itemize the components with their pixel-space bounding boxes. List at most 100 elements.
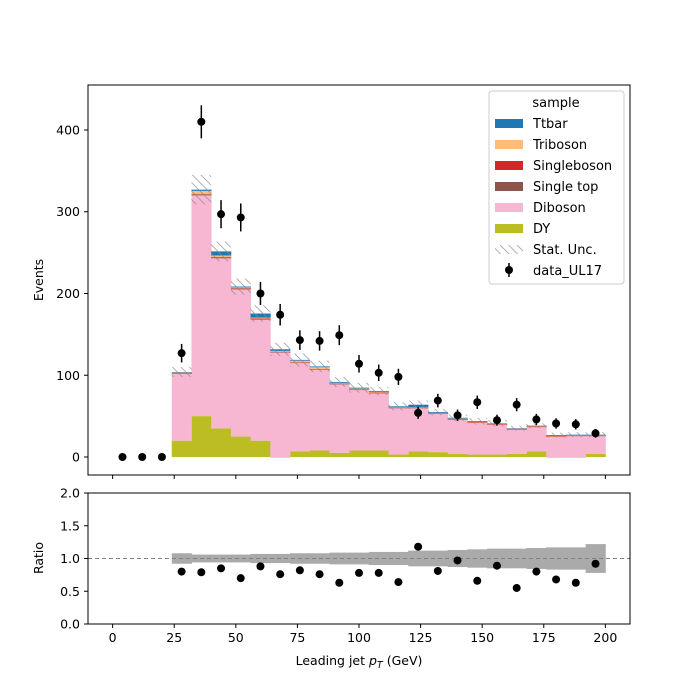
data-point <box>492 416 501 425</box>
legend-label: data_UL17 <box>533 264 602 279</box>
data-point <box>256 289 265 298</box>
bar-diboson <box>388 407 409 455</box>
data-point <box>138 453 147 462</box>
bar-dy <box>388 454 409 458</box>
bar-dy <box>585 453 606 458</box>
main-ytick-label: 0 <box>72 450 80 465</box>
stat-unc-band <box>329 377 350 387</box>
legend: sample Ttbar Triboson Singleboson Single to… <box>488 90 625 285</box>
data-point <box>197 117 206 126</box>
data-point <box>118 453 127 462</box>
legend-label: Stat. Unc. <box>533 243 597 258</box>
bar-dy <box>427 452 449 458</box>
bar-dy <box>546 457 567 458</box>
ratio-xtick-label: 150 <box>470 630 494 645</box>
legend-title: sample <box>532 96 579 111</box>
data-point <box>532 415 541 424</box>
legend-swatch <box>495 161 523 170</box>
bar-diboson <box>427 413 449 453</box>
data-point <box>512 400 521 409</box>
ratio-point <box>552 575 561 584</box>
ratio-unc-band <box>329 552 350 565</box>
data-point <box>295 336 304 345</box>
bar-diboson <box>447 419 468 454</box>
stat-unc-band <box>427 408 448 416</box>
bar-diboson <box>467 422 488 455</box>
bar-dy <box>467 454 488 458</box>
main-ytick-label: 300 <box>56 204 80 219</box>
bar-dy <box>565 457 587 458</box>
data-point <box>473 398 482 407</box>
legend-swatch <box>495 119 523 128</box>
ratio-point <box>433 566 442 575</box>
stat-unc-band <box>250 305 271 322</box>
ratio-point <box>492 561 501 570</box>
bar-diboson <box>250 319 271 441</box>
ratio-xtick-label: 175 <box>532 630 556 645</box>
ratio-xtick-label: 100 <box>347 630 371 645</box>
ratio-point <box>355 568 363 577</box>
ratio-unc-band <box>250 553 271 564</box>
legend-swatch <box>495 224 523 233</box>
data-point <box>315 336 324 345</box>
stat-unc-band <box>211 241 231 262</box>
ratio-xtick-label: 75 <box>289 630 305 645</box>
bar-diboson <box>171 373 192 441</box>
ratio-point <box>571 578 580 587</box>
stat-unc-band <box>349 382 369 393</box>
data-point <box>335 331 344 340</box>
bar-diboson <box>270 352 291 458</box>
data-point <box>414 408 423 417</box>
ratio-point <box>236 574 245 583</box>
main-plot: 0 100 200 300 400 Events sample Ttbar Triboso… <box>31 84 631 479</box>
ratio-point <box>256 562 265 571</box>
ratio-unc-band <box>349 552 370 565</box>
ratio-point <box>276 570 285 579</box>
data-point <box>355 359 363 368</box>
bar-dy <box>211 428 232 458</box>
data-point <box>217 210 226 219</box>
ratio-xlabel: Leading jet pT (GeV) <box>296 653 423 671</box>
bar-dy <box>230 436 251 458</box>
ratio-xtick-label: 0 <box>109 630 117 645</box>
ratio-ytick-label: 0.0 <box>60 617 80 632</box>
main-ytick-label: 200 <box>56 286 80 301</box>
main-ytick-label: 100 <box>56 368 80 383</box>
bar-dy <box>506 453 527 458</box>
bar-diboson <box>349 389 370 451</box>
ratio-unc-band <box>546 547 567 570</box>
ratio-unc-band <box>565 547 587 570</box>
ratio-ytick-label: 2.0 <box>60 486 80 501</box>
stat-unc-band <box>408 400 428 409</box>
bar-diboson <box>290 362 311 452</box>
stat-unc-band <box>368 386 389 396</box>
stat-unc-band <box>290 353 310 367</box>
bar-dy <box>250 440 271 458</box>
stat-unc-band <box>388 402 409 411</box>
legend-label: Diboson <box>533 201 586 216</box>
ratio-ytick-label: 1.5 <box>60 518 80 533</box>
legend-swatch <box>495 245 523 254</box>
bar-diboson <box>565 435 587 458</box>
bar-dy <box>171 440 192 458</box>
legend-label: Ttbar <box>532 117 568 132</box>
legend-swatch <box>495 203 523 212</box>
stat-unc-band <box>546 432 566 438</box>
ratio-ylabel: Ratio <box>31 542 46 574</box>
legend-label: Singleboson <box>533 159 612 174</box>
bar-dy <box>270 457 291 458</box>
bar-diboson <box>526 426 547 452</box>
stat-unc-band <box>171 367 192 377</box>
data-point <box>236 213 245 222</box>
ratio-xtick-label: 25 <box>166 630 182 645</box>
bar-dy <box>329 452 350 458</box>
ratio-point <box>295 566 304 575</box>
data-point <box>177 349 186 358</box>
ratio-point <box>453 556 462 565</box>
stat-unc-band <box>565 432 586 438</box>
bar-diboson <box>546 436 567 458</box>
legend-swatch <box>495 140 523 149</box>
legend-frame <box>488 90 625 285</box>
bar-diboson <box>191 195 212 417</box>
ratio-point <box>591 559 600 568</box>
